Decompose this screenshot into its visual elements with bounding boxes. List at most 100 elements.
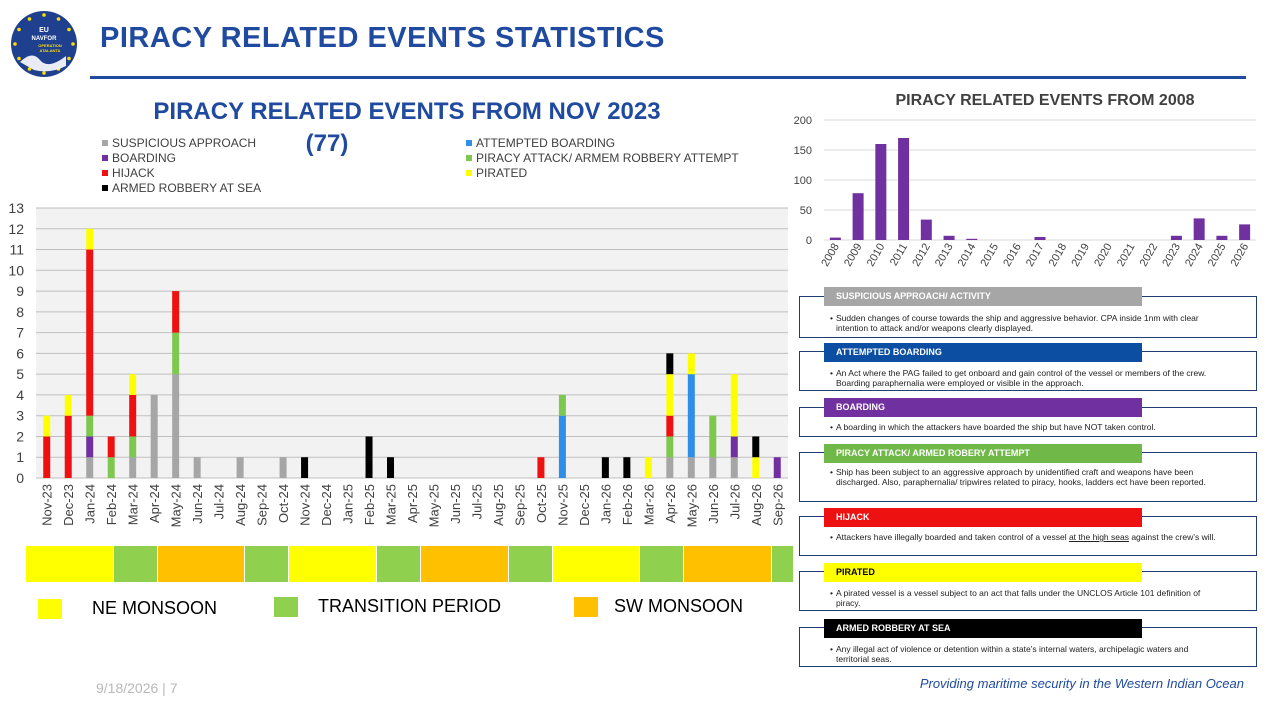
bar: [943, 235, 955, 240]
definition-header: ARMED ROBBERY AT SEA: [824, 619, 1142, 638]
season-segment: [289, 546, 378, 582]
bar-segment: [86, 436, 94, 458]
legend-swatch: [102, 185, 108, 191]
x-tick-label: Apr-26: [663, 484, 678, 523]
bar-segment: [601, 457, 609, 478]
bar-segment: [666, 415, 674, 437]
y-tick-label: 8: [16, 304, 24, 320]
yearly-events-chart: 0 50 100 150 200 2008 2009 2010 2011 2012 2013 2014…: [794, 115, 1256, 269]
bar-segment: [64, 394, 72, 416]
svg-text:NAVFOR: NAVFOR: [32, 36, 58, 42]
transition-swatch: [274, 597, 298, 618]
definition-text: An Act where the PAG failed to get onboa…: [830, 368, 1216, 388]
bar-segment: [107, 436, 115, 458]
bar-segment: [666, 374, 674, 416]
season-segment: [640, 546, 685, 582]
x-tick-label: Nov-23: [40, 484, 55, 526]
x-tick-label: Oct-25: [534, 484, 549, 523]
x-tick-label: Jun-25: [448, 484, 463, 524]
bar-segment: [687, 457, 695, 478]
x-tick-label: Sep-25: [512, 484, 527, 526]
bar-segment: [129, 457, 137, 478]
x-tick-label: Mar-25: [384, 484, 399, 525]
footer-date-page: 9/18/2026 | 7: [96, 680, 178, 696]
definition-text: Attackers have illegally boarded and tak…: [830, 532, 1216, 542]
x-tick-label: Sep-24: [255, 484, 270, 526]
x-tick-label: Sep-26: [770, 484, 785, 526]
x-tick-label: 2016: [1001, 242, 1024, 269]
bar-segment: [666, 353, 674, 375]
bar-segment: [558, 394, 566, 416]
bar-segment: [172, 291, 180, 333]
x-tick-label: Feb-25: [362, 484, 377, 525]
bar-segment: [687, 374, 695, 458]
definition-text: A boarding in which the attackers have b…: [830, 422, 1216, 432]
eu-navfor-logo: EU NAVFOR OPERATION ATALANTA: [11, 11, 77, 77]
x-tick-label: Jun-24: [190, 484, 205, 524]
main-chart-title-line2: (77): [305, 130, 349, 157]
definition-header: HIJACK: [824, 508, 1142, 527]
bar: [875, 144, 887, 240]
season-segment: [772, 546, 794, 582]
y-tick-label: 9: [16, 283, 24, 299]
y-tick-label: 3: [16, 408, 24, 424]
x-tick-label: 2013: [933, 242, 956, 269]
x-tick-label: 2014: [956, 242, 979, 269]
x-tick-label: Dec-25: [577, 484, 592, 526]
x-tick-label: Dec-24: [319, 484, 334, 526]
y-tick-label: 0: [16, 470, 24, 486]
x-tick-label: Mar-26: [641, 484, 656, 525]
bar-segment: [623, 457, 631, 478]
x-tick-label: 2017: [1024, 242, 1047, 269]
bar-segment: [86, 415, 94, 437]
definition-text: Sudden changes of course towards the shi…: [830, 313, 1216, 333]
x-tick-label: Feb-26: [620, 484, 635, 525]
x-tick-label: Jan-25: [341, 484, 356, 524]
x-tick-label: 2025: [1206, 242, 1229, 269]
definition-header: SUSPICIOUS APPROACH/ ACTIVITY: [824, 287, 1142, 306]
legend-item-boarding: BOARDING: [102, 151, 176, 165]
bar-segment: [301, 457, 309, 478]
season-segment: [684, 546, 773, 582]
x-tick-label: Jul-25: [469, 484, 484, 519]
definition-piracy-attack: PIRACY ATTACK/ ARMED ROBERY ATTEMPT Ship…: [799, 444, 1257, 502]
plot-area: [36, 208, 788, 478]
season-legend-ne: NE MONSOON: [38, 598, 217, 620]
x-tick-label: 2015: [978, 242, 1001, 269]
x-tick-label: 2019: [1069, 242, 1092, 269]
legend-swatch: [466, 155, 472, 161]
legend-item-hijack: HIJACK: [102, 166, 155, 180]
season-segment: [508, 546, 553, 582]
bar-segment: [129, 394, 137, 437]
x-tick-label: 2008: [819, 242, 842, 269]
definition-header: PIRATED: [824, 563, 1142, 582]
legend-swatch: [466, 140, 472, 146]
bar: [1034, 237, 1046, 240]
legend-item-attempted-boarding: ATTEMPTED BOARDING: [466, 136, 615, 150]
x-tick-label: Apr-25: [405, 484, 420, 523]
ne-monsoon-swatch: [38, 599, 62, 620]
bar-segment: [86, 249, 94, 416]
y-tick-label: 1: [16, 449, 24, 465]
title-divider: [90, 76, 1246, 79]
bar-segment: [709, 415, 717, 458]
x-tick-label: Jul-24: [212, 484, 227, 519]
footer-tagline: Providing maritime security in the Weste…: [919, 676, 1244, 691]
x-tick-label: 2022: [1138, 242, 1161, 269]
y-tick-label: 200: [794, 115, 812, 127]
definition-text: Ship has been subject to an aggressive a…: [830, 467, 1216, 487]
bar: [966, 238, 978, 240]
bar: [829, 237, 841, 240]
definition-header: ATTEMPTED BOARDING: [824, 343, 1142, 362]
legend-swatch: [466, 170, 472, 176]
season-segment: [245, 546, 290, 582]
legend-item-suspicious: SUSPICIOUS APPROACH: [102, 136, 256, 150]
x-tick-label: May-25: [426, 484, 441, 527]
season-segment: [26, 546, 114, 582]
bar: [1239, 224, 1251, 240]
bar-segment: [86, 457, 94, 478]
definition-armed-robbery: ARMED ROBBERY AT SEA Any illegal act of …: [799, 619, 1257, 667]
bar-segment: [193, 457, 201, 478]
bar-segment: [666, 436, 674, 458]
bar-segment: [107, 457, 115, 478]
